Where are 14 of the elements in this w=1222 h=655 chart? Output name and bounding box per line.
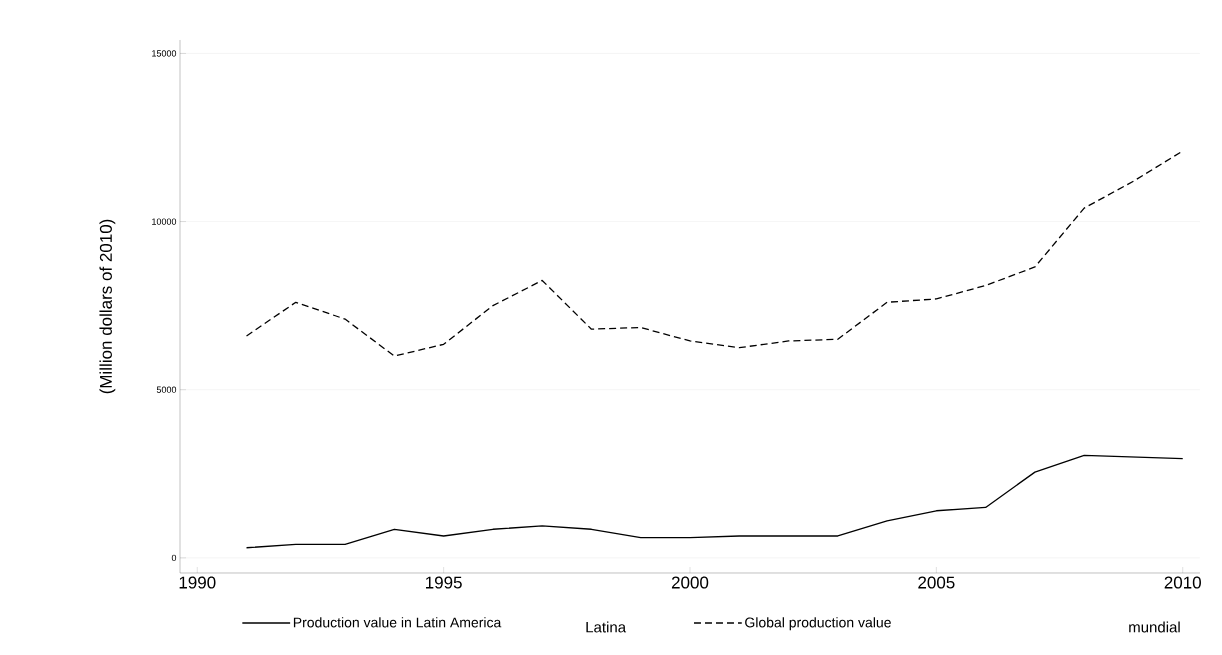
- y-tick-label: 10000: [152, 218, 177, 225]
- legend-label: Global production value: [745, 617, 891, 631]
- y-tick-label: 5000: [156, 386, 177, 393]
- x-tick-label: 1995: [426, 576, 462, 589]
- y-axis-title: (Million dollars of 2010): [99, 219, 116, 394]
- y-tick-label: 15000: [152, 50, 177, 57]
- x-tick-label: 2000: [671, 576, 709, 589]
- text: Latina: [586, 621, 627, 633]
- x-tick-label: 1990: [179, 576, 216, 589]
- x-tick-label: 2005: [918, 576, 955, 589]
- legend-label: Production value in Latin America: [293, 617, 502, 628]
- y-tick-label: 0: [171, 554, 177, 562]
- text: mundial: [1129, 621, 1180, 633]
- x-tick-label: 2010: [1164, 576, 1201, 589]
